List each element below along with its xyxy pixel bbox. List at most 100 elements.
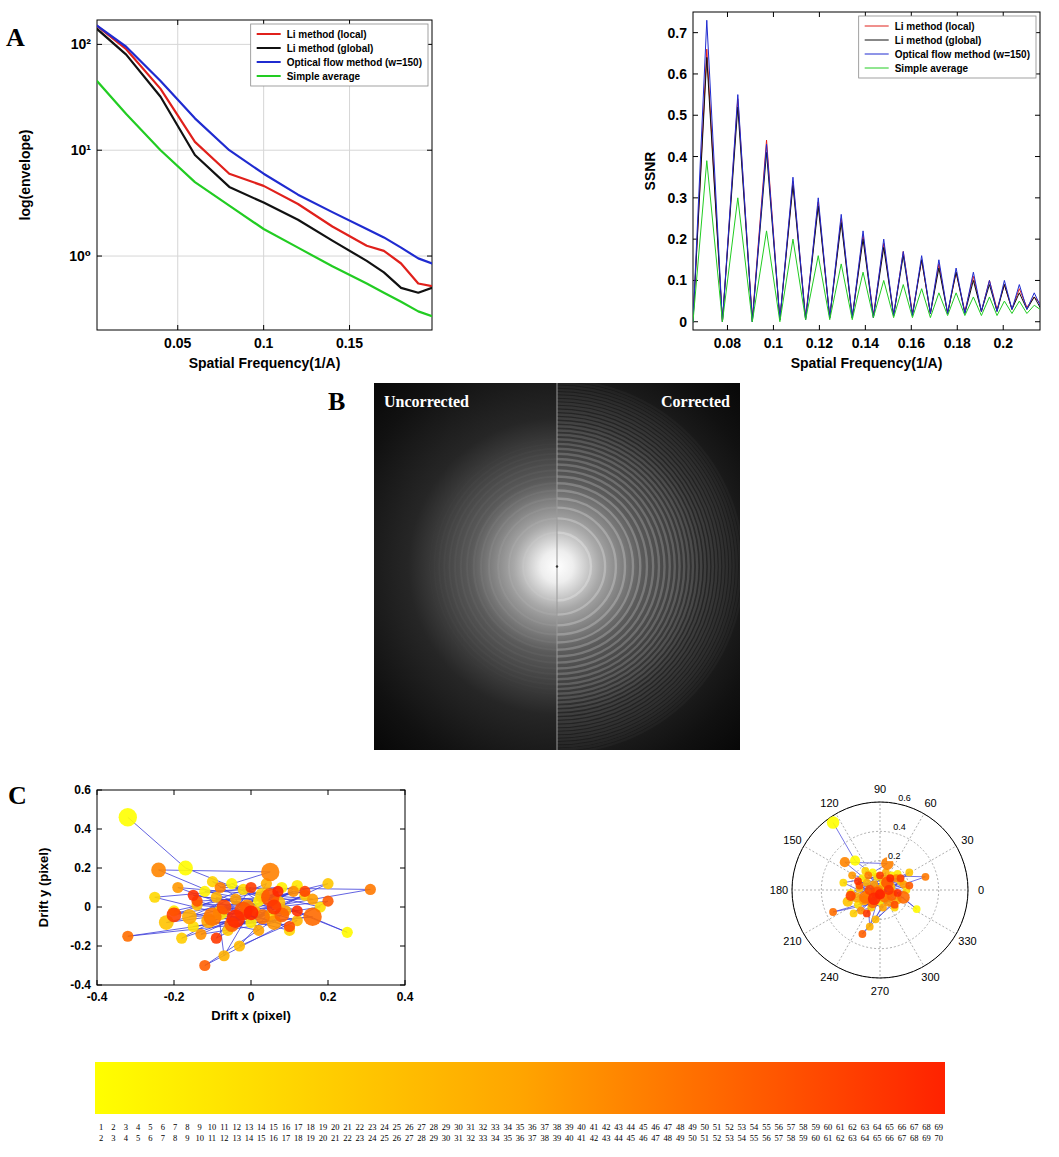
polar-spoke <box>880 846 956 890</box>
drift-point <box>122 931 133 942</box>
drift-point <box>322 878 333 889</box>
y-tick-label: 0.3 <box>668 190 688 206</box>
drift-point <box>182 909 197 924</box>
drift-point <box>172 882 183 893</box>
drift-point <box>234 940 245 951</box>
x-tick-label: 0.05 <box>164 335 191 351</box>
drift-point <box>272 886 283 897</box>
thon-ring <box>557 477 647 657</box>
polar-point <box>872 915 880 923</box>
colorbar-label: 26 <box>393 1133 402 1143</box>
y-tick-label: 0.6 <box>74 783 91 797</box>
drift-point <box>342 927 353 938</box>
power-spectrum <box>374 383 740 750</box>
x-axis-title: Spatial Frequency(1/A) <box>189 355 341 371</box>
colorbar-label: 6 <box>148 1133 152 1143</box>
panel-letter: C <box>8 781 27 810</box>
colorbar-label: 50 <box>701 1122 710 1132</box>
colorbar-label: 67 <box>910 1122 919 1132</box>
polar-spoke <box>880 890 956 934</box>
thon-ring <box>557 470 653 662</box>
thon-ring <box>557 390 734 743</box>
tick <box>693 32 698 33</box>
thon-ring <box>523 533 557 601</box>
panel-0: 0.050.10.1510⁰10¹10²Spatial Frequency(1/… <box>17 20 432 371</box>
colorbar-label: 66 <box>898 1122 907 1132</box>
legend-swatch <box>865 40 889 41</box>
polar-point <box>905 869 913 877</box>
colorbar-label: 11 <box>220 1122 228 1132</box>
tick <box>97 946 102 947</box>
thon-ring <box>557 449 675 685</box>
colorbar-label: 42 <box>602 1122 611 1132</box>
angle-label: 120 <box>820 797 838 809</box>
legend-box <box>859 16 1036 78</box>
tick <box>427 150 432 151</box>
label-patch <box>892 822 907 832</box>
polar-area <box>792 802 968 978</box>
plot-area <box>693 12 1040 330</box>
colorbar-label: 46 <box>651 1122 660 1132</box>
colorbar-label: 29 <box>430 1133 439 1143</box>
colorbar-label: 23 <box>368 1122 377 1132</box>
colorbar-label: 28 <box>417 1133 426 1143</box>
colorbar-label: 34 <box>491 1133 500 1143</box>
colorbar-label: 55 <box>762 1122 771 1132</box>
legend: Li method (local)Li method (global)Optic… <box>251 24 428 86</box>
grid-line <box>97 150 432 151</box>
polar-panel: 03060901201501802102402703003300.20.40.6 <box>770 783 984 997</box>
drift-point <box>167 907 182 922</box>
legend: Li method (local)Li method (global)Optic… <box>859 16 1036 78</box>
colorbar-label: 61 <box>824 1133 833 1143</box>
y-tick-label: -0.4 <box>70 978 91 992</box>
thon-ring <box>557 383 740 750</box>
drift-point <box>299 886 310 897</box>
colorbar-label: 15 <box>257 1133 266 1143</box>
polar-point <box>905 882 913 890</box>
colorbar-label: 19 <box>319 1122 328 1132</box>
drift-point <box>253 925 264 936</box>
colorbar-label: 11 <box>208 1133 216 1143</box>
colorbar-label: 17 <box>294 1122 303 1132</box>
colorbar-label: 57 <box>774 1133 783 1143</box>
x-tick-label: 0.2 <box>320 990 337 1004</box>
colorbar-label: 12 <box>232 1122 241 1132</box>
series-line <box>693 161 1040 322</box>
polar-point <box>864 871 872 879</box>
colorbar-label: 10 <box>195 1133 204 1143</box>
polar-ring <box>792 802 968 978</box>
colorbar-label: 29 <box>442 1122 451 1132</box>
thon-ring <box>557 518 605 614</box>
colorbar-label: 6 <box>161 1122 165 1132</box>
colorbar-label: 31 <box>466 1122 475 1132</box>
angle-label: 180 <box>770 884 788 896</box>
polar-point <box>886 874 894 882</box>
colorbar-label: 7 <box>173 1122 177 1132</box>
tick <box>97 44 102 45</box>
x-tick-label: 0.18 <box>944 335 971 351</box>
tick <box>174 790 175 795</box>
colorbar-label: 25 <box>393 1122 402 1132</box>
colorbar-label: 32 <box>479 1122 488 1132</box>
thon-ring <box>467 477 557 657</box>
radius-label: 0.2 <box>888 851 901 861</box>
polar-spoke <box>836 814 880 890</box>
colorbar-label: 59 <box>811 1122 820 1132</box>
colorbar-label: 63 <box>861 1122 870 1132</box>
angle-label: 90 <box>874 783 886 795</box>
colorbar-label: 14 <box>257 1122 266 1132</box>
polar-point <box>827 816 840 829</box>
polar-point <box>839 879 847 887</box>
tick <box>1003 325 1004 330</box>
y-axis-title: Drift y (pixel) <box>36 848 51 927</box>
colorbar-label: 62 <box>848 1122 857 1132</box>
colorbar-label: 45 <box>639 1122 648 1132</box>
colorbar-label: 8 <box>173 1133 177 1143</box>
colorbar-label: 27 <box>417 1122 426 1132</box>
drift-point <box>226 878 237 889</box>
tick <box>819 325 820 330</box>
colorbar-label: 9 <box>185 1133 189 1143</box>
x-tick-label: 0.1 <box>254 335 274 351</box>
thon-ring <box>509 518 557 614</box>
polar-spoke <box>804 846 880 890</box>
